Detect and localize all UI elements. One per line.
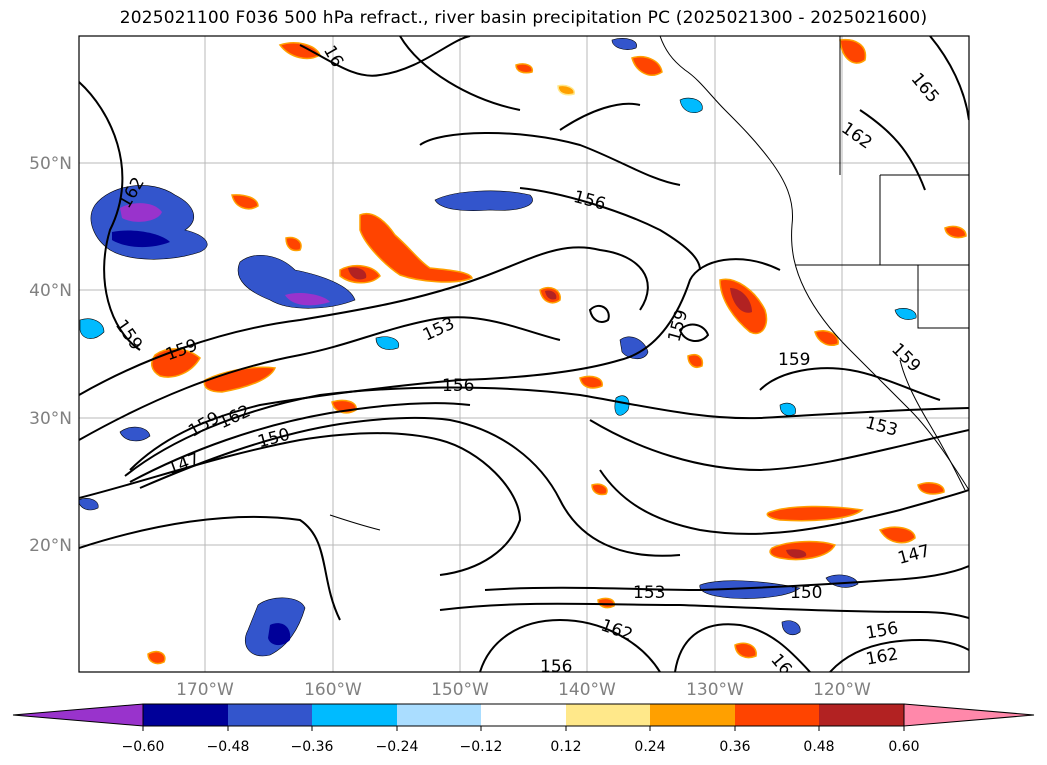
colorbar-extend-high (903, 703, 1035, 727)
colorbar-segment (566, 704, 650, 726)
colorbar-segment (819, 704, 904, 726)
map-frame (78, 35, 970, 673)
colorbar: −0.60 −0.48 −0.36 −0.24 −0.12 0.12 0.24 … (12, 703, 1035, 755)
contour-label: 153 (633, 583, 665, 603)
colorbar-tick-label: 0.60 (888, 739, 919, 755)
contour-label: 156 (540, 657, 572, 677)
lat-label: 30°N (29, 409, 72, 429)
lon-label: 130°W (686, 680, 744, 700)
lat-label: 40°N (29, 281, 72, 301)
colorbar-outline (142, 703, 905, 727)
lat-label: 50°N (29, 154, 72, 174)
colorbar-tick-label: 0.48 (803, 739, 834, 755)
colorbar-segment (312, 704, 397, 726)
colorbar-tick-label: −0.48 (207, 739, 250, 755)
colorbar-tick-label: 0.36 (719, 739, 750, 755)
colorbar-tick-label: −0.60 (122, 739, 165, 755)
colorbar-tick-label: 0.12 (550, 739, 581, 755)
contour-label: 159 (778, 350, 810, 370)
contour-label: 156 (442, 376, 474, 396)
colorbar-tick-label: −0.36 (291, 739, 334, 755)
longitude-labels: 170°W 160°W 150°W 140°W 130°W 120°W (176, 680, 871, 700)
colorbar-segment (481, 704, 566, 726)
colorbar-extend-low (12, 703, 144, 727)
lat-label: 20°N (29, 536, 72, 556)
colorbar-tick-label: −0.12 (460, 739, 503, 755)
lon-label: 140°W (558, 680, 616, 700)
colorbar-tick-label: 0.24 (634, 739, 665, 755)
colorbar-tick-label: −0.24 (376, 739, 419, 755)
lon-label: 120°W (813, 680, 871, 700)
colorbar-segment (228, 704, 312, 726)
lon-label: 170°W (176, 680, 234, 700)
height-contours (79, 36, 969, 672)
colorbar-ticks (142, 726, 905, 731)
colorbar-segment (143, 704, 228, 726)
lon-label: 150°W (431, 680, 489, 700)
colorbar-segment (735, 704, 819, 726)
lon-label: 160°W (304, 680, 362, 700)
map-frame-background (79, 36, 969, 672)
positive-precip-areas (147, 38, 967, 665)
colorbar-segment (650, 704, 735, 726)
map-title: 2025021100 F036 500 hPa refract., river … (119, 8, 928, 28)
latitude-labels: 50°N 40°N 30°N 20°N (29, 154, 72, 556)
colorbar-segment (397, 704, 481, 726)
coastlines (329, 36, 969, 531)
contour-label: 150 (790, 583, 822, 603)
